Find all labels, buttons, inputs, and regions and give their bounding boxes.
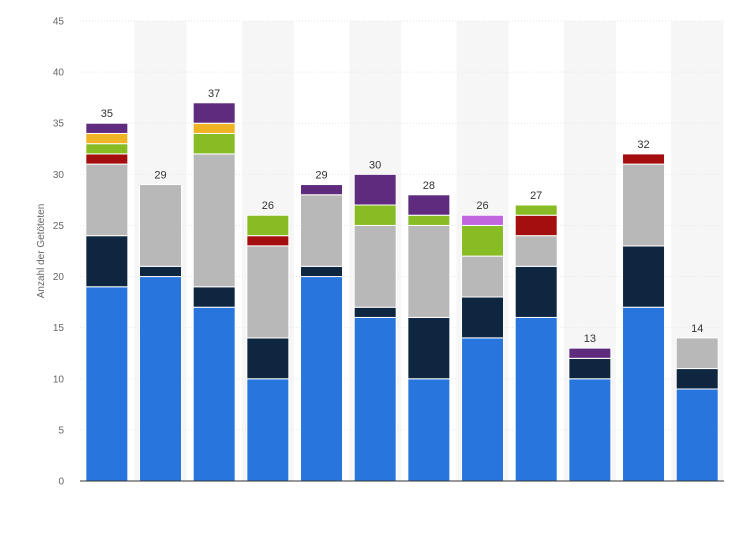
total-label: 27	[530, 190, 542, 202]
total-label: 13	[584, 333, 596, 345]
y-tick-label: 20	[53, 272, 65, 283]
total-labels: 35 29 37 26 29 30 28 26 27 13 32 14	[101, 88, 704, 345]
bar-segment-purple[interactable]	[353, 173, 397, 206]
bar-segment-navy[interactable]	[675, 368, 719, 390]
y-tick-label: 25	[53, 221, 65, 232]
bar-segment-navy[interactable]	[353, 306, 397, 318]
y-tick-label: 5	[58, 425, 64, 436]
bar-segment-gray[interactable]	[407, 224, 451, 318]
bar-segment-blue[interactable]	[139, 276, 183, 482]
bar-segment-blue[interactable]	[300, 276, 344, 482]
total-label: 30	[369, 159, 381, 171]
bar-segment-purple[interactable]	[407, 194, 451, 216]
total-label: 26	[476, 200, 488, 212]
bar-segment-blue[interactable]	[407, 378, 451, 482]
bar-segment-red[interactable]	[85, 153, 129, 165]
bar-segment-blue[interactable]	[461, 337, 505, 482]
total-label: 28	[423, 180, 435, 192]
bar-segment-red[interactable]	[514, 214, 558, 237]
y-tick-label: 40	[53, 68, 65, 79]
gridlines	[80, 20, 724, 431]
bar-segment-purple[interactable]	[192, 102, 236, 124]
bars	[85, 102, 719, 482]
bar-segment-blue[interactable]	[568, 378, 612, 482]
total-label: 14	[691, 323, 703, 335]
bar-segment-gray[interactable]	[246, 245, 290, 339]
bar-segment-gray[interactable]	[675, 337, 719, 370]
y-tick-label: 15	[53, 323, 65, 334]
y-tick-label: 30	[53, 170, 65, 181]
total-label: 29	[315, 170, 327, 182]
bar-segment-purple[interactable]	[568, 347, 612, 359]
bar-segment-navy[interactable]	[300, 265, 344, 278]
bar-segment-navy[interactable]	[139, 265, 183, 278]
y-axis-ticks: 0 5 10 15 20 25 30 35 40 45	[53, 17, 65, 488]
bar-segment-gray[interactable]	[300, 194, 344, 267]
bar-segment-blue[interactable]	[85, 286, 129, 482]
bar-segment-gray[interactable]	[139, 184, 183, 267]
bar-segment-green[interactable]	[461, 224, 505, 257]
bar-segment-green[interactable]	[192, 132, 236, 155]
bar-segment-gray[interactable]	[85, 163, 129, 237]
bar-segment-navy[interactable]	[461, 296, 505, 339]
bar-segment-gray[interactable]	[622, 163, 666, 247]
bar-segment-gray[interactable]	[192, 153, 236, 288]
total-label: 29	[154, 170, 166, 182]
bar-segment-red[interactable]	[622, 153, 666, 165]
bar-segment-navy[interactable]	[85, 235, 129, 288]
bar-segment-green[interactable]	[85, 143, 129, 155]
total-label: 32	[637, 139, 649, 151]
y-tick-label: 35	[53, 119, 65, 130]
bar-segment-blue[interactable]	[622, 306, 666, 482]
total-label: 26	[262, 200, 274, 212]
bar-segment-purple[interactable]	[300, 184, 344, 196]
bar-segment-navy[interactable]	[568, 357, 612, 380]
bar-segment-green[interactable]	[407, 214, 451, 226]
bar-segment-gray[interactable]	[461, 255, 505, 298]
bar-segment-navy[interactable]	[514, 265, 558, 318]
total-label: 37	[208, 88, 220, 100]
y-tick-label: 45	[53, 17, 65, 28]
bar-segment-blue[interactable]	[353, 316, 397, 482]
bar-segment-navy[interactable]	[192, 286, 236, 308]
bar-segment-blue[interactable]	[246, 378, 290, 482]
bar-segment-gray[interactable]	[353, 224, 397, 308]
y-tick-label: 0	[58, 477, 64, 488]
total-label: 35	[101, 108, 113, 120]
bar-segment-green[interactable]	[353, 204, 397, 226]
bar-segment-navy[interactable]	[246, 337, 290, 380]
y-tick-label: 10	[53, 374, 65, 385]
bar-segment-purple[interactable]	[85, 122, 129, 134]
bar-segment-blue[interactable]	[192, 306, 236, 482]
bar-segment-green[interactable]	[514, 204, 558, 216]
bar-segment-navy[interactable]	[407, 316, 451, 380]
bar-segment-red[interactable]	[246, 235, 290, 247]
bar-segment-green[interactable]	[246, 214, 290, 237]
bar-segment-blue[interactable]	[514, 316, 558, 482]
bar-segment-navy[interactable]	[622, 245, 666, 308]
y-axis-title: Anzahl der Getöteten	[36, 204, 47, 299]
bar-segment-orange[interactable]	[85, 132, 129, 145]
bar-segment-blue[interactable]	[675, 388, 719, 482]
bar-segment-orange[interactable]	[192, 122, 236, 134]
bar-segment-gray[interactable]	[514, 235, 558, 267]
bar-segment-light-purple[interactable]	[461, 214, 505, 226]
